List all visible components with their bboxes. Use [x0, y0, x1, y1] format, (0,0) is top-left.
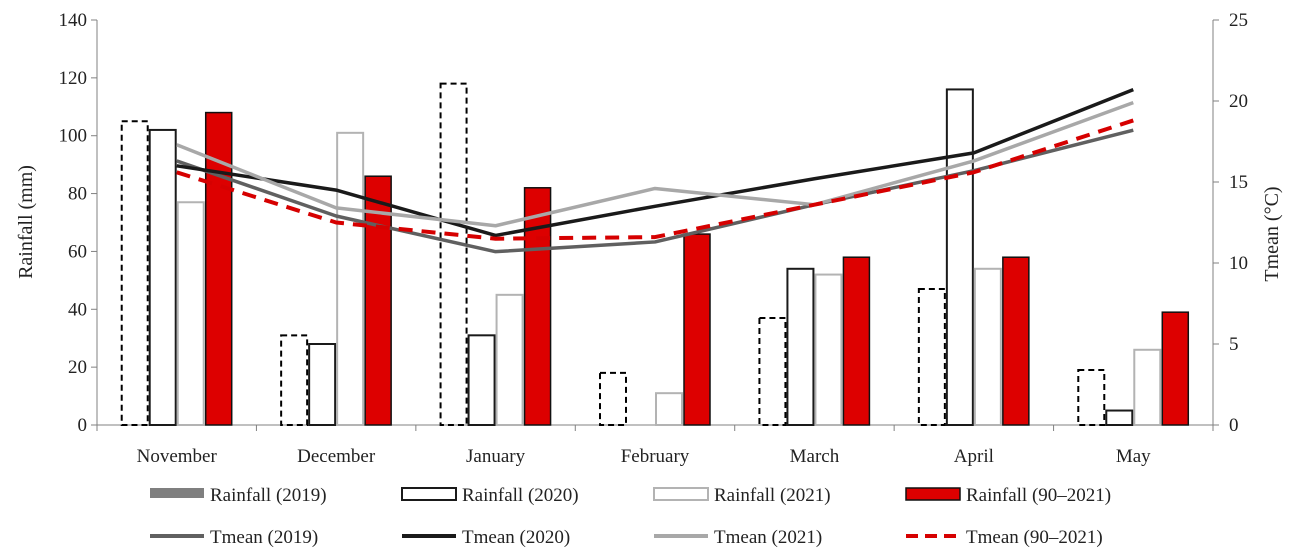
bar-rainfall-2019 — [599, 371, 627, 426]
y2-tick-label: 0 — [1229, 415, 1239, 436]
y-tick-label: 0 — [78, 415, 88, 436]
legend-label: Tmean (2020) — [462, 527, 570, 548]
bar-rainfall-90-2021 — [1002, 256, 1030, 426]
y2-tick-label: 25 — [1229, 10, 1248, 31]
line-tmean-90-2021 — [176, 118, 1134, 241]
y-axis-title: Rainfall (mm) — [15, 165, 37, 279]
y2-tick-label: 10 — [1229, 253, 1248, 274]
axes: 0 20 40 60 80 100 120 140 0 5 10 15 20 25 — [59, 10, 1249, 436]
category-labels: November December January February March Apri… — [137, 446, 1152, 467]
legend-label: Rainfall (2021) — [714, 485, 831, 506]
bar-rainfall-2021 — [655, 392, 683, 426]
bar-rainfall-2020 — [467, 334, 496, 427]
bar-rainfall-2020 — [308, 343, 337, 426]
y2-tick-label: 15 — [1229, 172, 1248, 193]
bar-rainfall-90-2021 — [683, 233, 711, 426]
bar-rainfall-90-2021 — [842, 256, 871, 426]
legend-label: Rainfall (2020) — [462, 485, 579, 506]
legend-swatch-rainfall-2020 — [401, 487, 457, 501]
y-tick-label: 40 — [68, 299, 87, 320]
temperature-lines — [176, 88, 1134, 254]
bar-rainfall-2019 — [280, 334, 309, 427]
y-tick-label: 100 — [59, 126, 88, 147]
bar-rainfall-90-2021 — [523, 187, 552, 426]
line-tmean-2020 — [176, 88, 1134, 238]
y2-axis-title: Tmean (°C) — [1261, 186, 1283, 281]
x-tick-label: January — [466, 446, 526, 467]
bars — [120, 82, 1190, 427]
legend-label: Rainfall (90–2021) — [966, 485, 1111, 506]
x-tick-label: November — [137, 446, 218, 467]
bar-rainfall-2021 — [495, 293, 524, 427]
bar-rainfall-2020 — [786, 267, 815, 426]
bar-rainfall-2021 — [814, 273, 843, 427]
x-tick-label: March — [790, 446, 840, 467]
y2-tick-label: 5 — [1229, 334, 1239, 355]
x-tick-label: May — [1116, 446, 1151, 467]
bar-rainfall-2019 — [758, 316, 787, 427]
legend: Rainfall (2019) Rainfall (2020) Rainfall (… — [150, 485, 1111, 548]
bar-rainfall-2020 — [148, 128, 177, 427]
y-tick-label: 80 — [68, 184, 87, 205]
bar-rainfall-90-2021 — [1161, 311, 1190, 426]
legend-swatch-rainfall-2019 — [150, 488, 204, 498]
bar-rainfall-90-2021 — [364, 175, 392, 426]
legend-swatch-rainfall-2021 — [653, 487, 709, 501]
y-tick-label: 120 — [59, 68, 88, 89]
bar-rainfall-2021 — [176, 201, 205, 426]
x-tick-label: February — [621, 446, 690, 467]
legend-label: Rainfall (2019) — [210, 485, 327, 506]
bar-rainfall-2020 — [945, 88, 974, 427]
bar-rainfall-2019 — [120, 120, 149, 426]
legend-label: Tmean (90–2021) — [966, 527, 1103, 548]
x-tick-label: December — [297, 446, 376, 467]
bar-rainfall-2019 — [1077, 369, 1106, 426]
bar-rainfall-2021 — [1133, 348, 1162, 426]
legend-label: Tmean (2019) — [210, 527, 318, 548]
bar-rainfall-2019 — [439, 82, 468, 427]
legend-label: Tmean (2021) — [714, 527, 822, 548]
y-tick-label: 140 — [59, 10, 88, 31]
y-tick-label: 20 — [68, 357, 87, 378]
y2-tick-label: 20 — [1229, 91, 1248, 112]
legend-swatch-rainfall-90-2021 — [905, 487, 961, 501]
y-tick-label: 60 — [68, 241, 87, 262]
bar-rainfall-2020 — [1105, 409, 1134, 426]
bar-rainfall-2021 — [973, 267, 1002, 426]
bar-rainfall-2019 — [917, 288, 946, 426]
bar-rainfall-2021 — [336, 131, 365, 426]
line-tmean-2021 — [176, 100, 1134, 228]
x-tick-label: April — [954, 446, 994, 467]
